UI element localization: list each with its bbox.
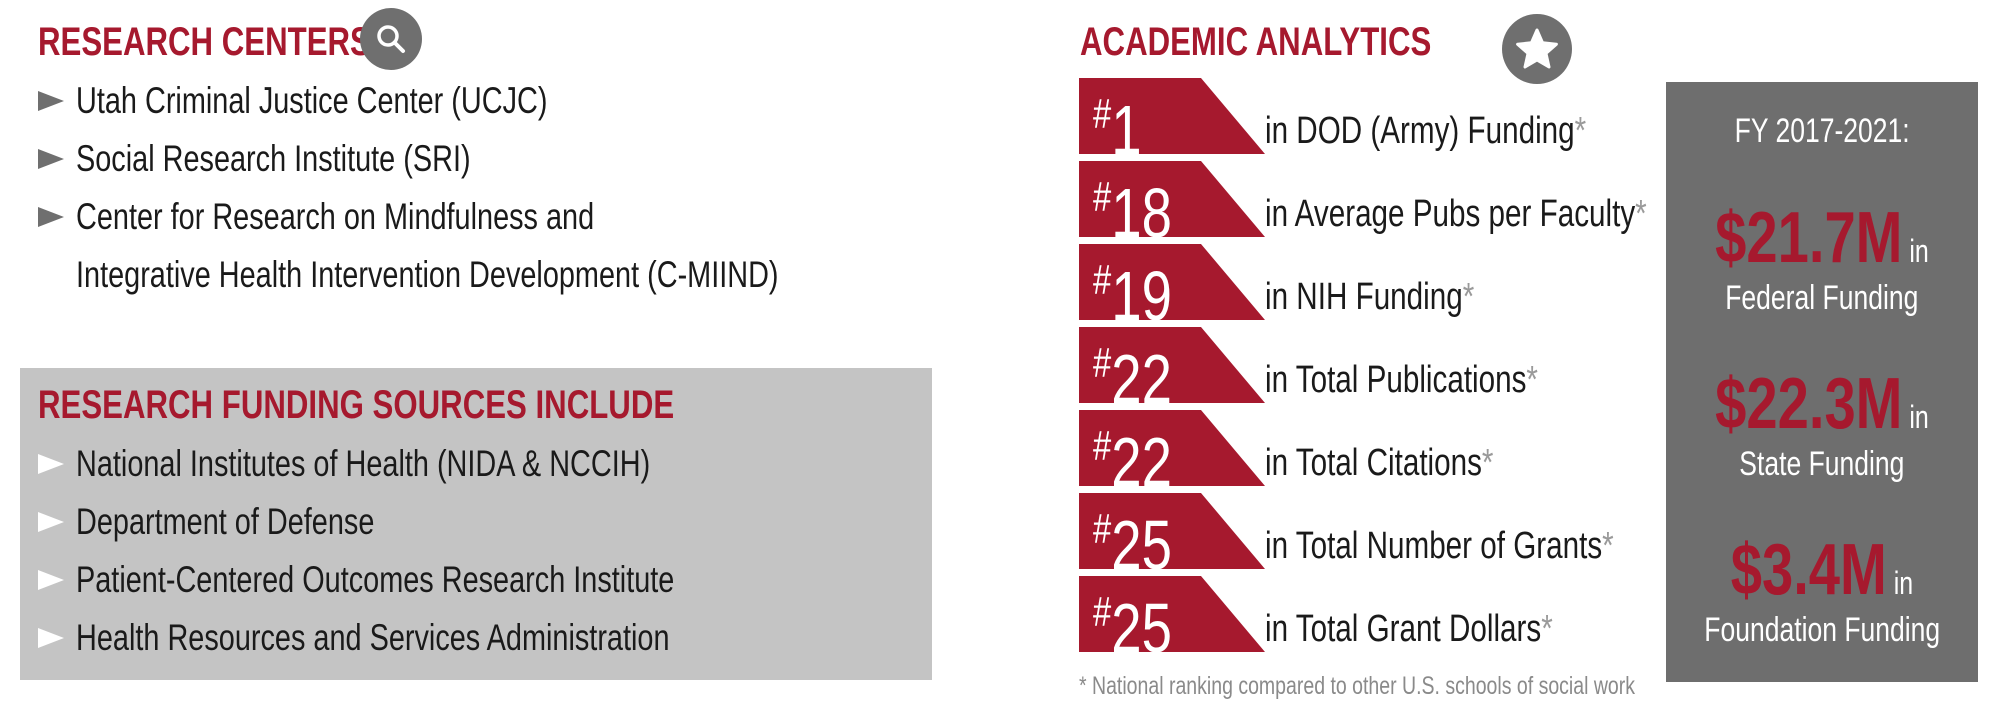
list-item: Department of Defense [38,493,918,551]
rank-label: in Total Citations* [1265,442,1494,484]
rank-label: in Total Grant Dollars* [1265,608,1553,650]
rank-number: #1 [1093,90,1142,169]
arrow-icon [38,512,64,532]
arrow-icon [38,91,64,111]
rank-badge [1079,410,1265,486]
ranking-row: #25 in Total Number of Grants* [1079,493,1679,584]
rank-label: in NIH Funding* [1265,276,1475,318]
ranking-row: #19 in NIH Funding* [1079,244,1679,335]
state-funding-amount: $22.3M in State Funding [1715,364,1929,483]
rank-label: in Total Number of Grants* [1265,525,1614,567]
list-item: Utah Criminal Justice Center (UCJC) [38,72,938,130]
search-icon [360,8,422,70]
rank-badge [1079,493,1265,569]
rank-label: in Total Publications* [1265,359,1538,401]
ranking-row: #22 in Total Citations* [1079,410,1679,501]
funding-sources-box [20,368,932,680]
foundation-funding-amount: $3.4M in Foundation Funding [1704,530,1940,649]
rank-label: in Average Pubs per Faculty* [1265,193,1647,235]
funding-sources-heading: RESEARCH FUNDING SOURCES INCLUDE [38,383,675,427]
list-item: Social Research Institute (SRI) [38,130,938,188]
list-item: Center for Research on Mindfulness and [38,188,938,246]
rank-label: in DOD (Army) Funding* [1265,110,1587,152]
rank-number: #25 [1093,588,1172,667]
ranking-row: #22 in Total Publications* [1079,327,1679,418]
research-centers-list: Utah Criminal Justice Center (UCJC) Soci… [38,72,938,304]
rank-number: #22 [1093,422,1172,501]
rank-number: #19 [1093,256,1172,335]
federal-funding-amount: $21.7M in Federal Funding [1715,198,1929,317]
arrow-icon [38,149,64,169]
arrow-icon [38,628,64,648]
rank-badge [1079,576,1265,652]
list-item: National Institutes of Health (NIDA & NC… [38,435,918,493]
arrow-icon [38,454,64,474]
rank-badge [1079,244,1265,320]
rank-badge [1079,327,1265,403]
funding-sources-list: National Institutes of Health (NIDA & NC… [38,435,918,667]
rank-badge [1079,161,1265,237]
funding-totals-panel: FY 2017-2021: $21.7M in Federal Funding … [1666,82,1978,682]
research-centers-heading: RESEARCH CENTERS [38,20,371,64]
ranking-row: #1 in DOD (Army) Funding* [1079,78,1679,169]
arrow-icon [38,207,64,227]
list-item-continuation: Integrative Health Intervention Developm… [76,254,779,295]
academic-analytics-heading: ACADEMIC ANALYTICS [1080,20,1432,64]
arrow-icon [38,570,64,590]
ranking-row: #18 in Average Pubs per Faculty* [1079,161,1679,252]
rank-number: #18 [1093,173,1172,252]
fiscal-years-title: FY 2017-2021: [1734,112,1910,150]
ranking-footnote: * National ranking compared to other U.S… [1079,672,1636,700]
rank-badge [1079,78,1265,154]
rank-number: #25 [1093,505,1172,584]
list-item: Health Resources and Services Administra… [38,609,918,667]
star-icon [1502,14,1572,84]
list-item: Patient-Centered Outcomes Research Insti… [38,551,918,609]
rank-number: #22 [1093,339,1172,418]
ranking-row: #25 in Total Grant Dollars* [1079,576,1679,667]
